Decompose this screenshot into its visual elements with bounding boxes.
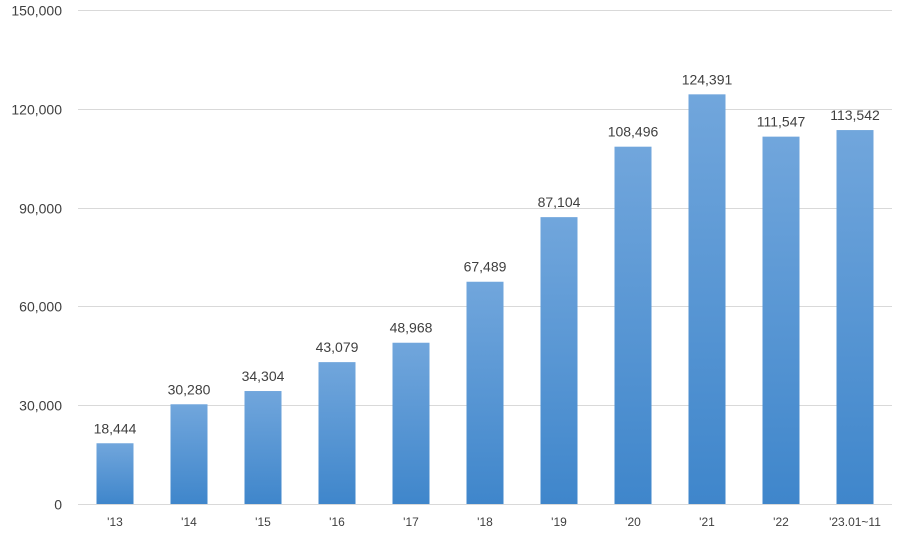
x-tick-label: '14 [181,515,197,529]
x-tick-label: '13 [107,515,123,529]
data-label: 111,547 [757,114,806,130]
x-tick-label: '16 [329,515,345,529]
x-tick-label: '15 [255,515,271,529]
data-label: 34,304 [242,368,285,384]
data-labels: 18,444 30,280 34,304 43,079 48,968 67,489 87,1… [94,71,880,436]
y-axis-ticks: 0 30,000 60,000 90,000 120,000 150,000 [11,3,62,513]
y-tick-label: 60,000 [19,299,62,315]
data-label: 87,104 [538,194,581,210]
x-axis-ticks: '13 '14 '15 '16 '17 '18 '19 '20 '21 '22 '23.01~11 [107,515,881,529]
bar-1 [170,404,208,504]
bar-4 [392,342,430,504]
bar-9 [762,136,800,504]
bar-3 [318,362,356,504]
bar-10 [836,130,874,504]
data-label: 113,542 [830,107,880,123]
x-tick-label: '18 [477,515,493,529]
y-tick-label: 90,000 [19,201,62,217]
data-label: 18,444 [94,420,137,436]
x-tick-label: '17 [403,515,419,529]
bar-6 [540,217,578,504]
data-label: 43,079 [316,339,359,355]
y-tick-label: 30,000 [19,398,62,414]
y-tick-label: 0 [54,497,62,513]
x-tick-label: '23.01~11 [829,515,881,529]
bar-8 [688,94,726,504]
y-tick-label: 150,000 [11,3,62,19]
bars [96,94,874,504]
x-tick-label: '20 [625,515,641,529]
y-tick-label: 120,000 [11,102,62,118]
bar-5 [466,281,504,504]
bar-0 [96,443,134,504]
x-tick-label: '21 [699,515,715,529]
data-label: 48,968 [390,320,433,336]
data-label: 108,496 [608,124,659,140]
data-label: 30,280 [168,381,211,397]
bar-2 [244,391,282,504]
data-label: 124,391 [682,71,733,87]
x-tick-label: '22 [773,515,789,529]
bar-7 [614,146,652,504]
data-label: 67,489 [464,259,507,275]
x-tick-label: '19 [551,515,567,529]
